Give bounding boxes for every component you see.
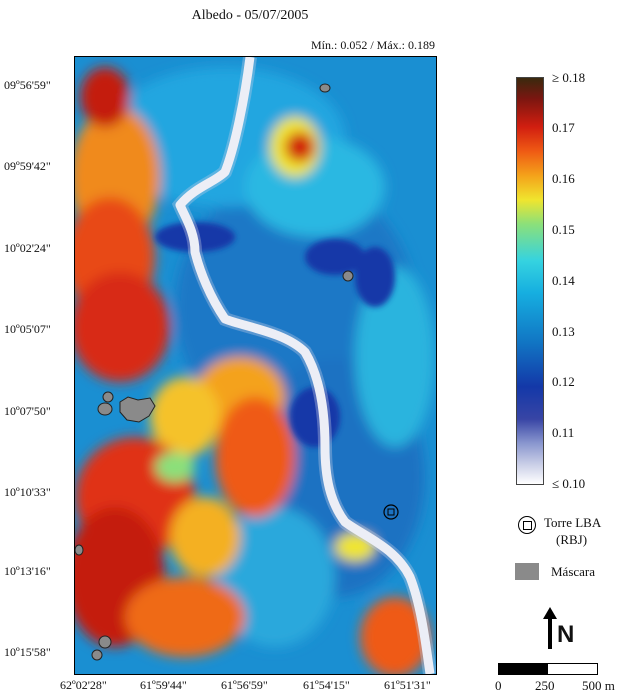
scale-label: 250 [535, 678, 555, 693]
tower-legend-sublabel: (RBJ) [556, 532, 588, 547]
scale-label: 500 m [582, 678, 615, 693]
lon-label: 61º59'44" [140, 678, 187, 692]
colorbar-tick: ≥ 0.18 [552, 70, 586, 85]
lon-label: 61º51'31" [384, 678, 431, 692]
lat-label: 10º07'50" [4, 404, 51, 418]
scale-label: 0 [495, 678, 502, 693]
lat-label: 10º05'07" [4, 322, 51, 336]
north-label: N [557, 621, 575, 648]
lon-label: 61º54'15" [303, 678, 350, 692]
lat-label: 10º13'16" [4, 564, 51, 578]
lat-label: 09º56'59" [4, 78, 51, 92]
albedo-map [74, 56, 437, 675]
min-max-label: Mín.: 0.052 / Máx.: 0.189 [310, 38, 435, 52]
scale-bar [498, 663, 598, 675]
lat-label: 09º59'42" [4, 159, 51, 173]
colorbar-tick: 0.17 [552, 120, 575, 135]
lon-label: 62º02'28" [60, 678, 107, 692]
lon-label: 61º56'59" [221, 678, 268, 692]
colorbar-tick: ≤ 0.10 [552, 476, 586, 491]
colorbar-tick: 0.13 [552, 324, 575, 339]
north-arrow-icon: N [540, 607, 580, 657]
tower-legend-label: Torre LBA [544, 515, 602, 530]
lat-label: 10º02'24" [4, 241, 51, 255]
colorbar-tick: 0.15 [552, 222, 575, 237]
colorbar-tick: 0.11 [552, 425, 575, 440]
tower-marker [383, 504, 399, 520]
tower-legend-icon [518, 516, 536, 534]
colorbar-tick: 0.12 [552, 374, 575, 389]
lat-label: 10º15'58" [4, 645, 51, 659]
mask-legend-swatch [515, 563, 539, 580]
map-title: Albedo - 05/07/2005 [191, 8, 309, 23]
albedo-raster [75, 57, 436, 674]
mask-legend-label: Máscara [551, 564, 596, 579]
colorbar [516, 77, 544, 485]
colorbar-tick: 0.16 [552, 171, 575, 186]
colorbar-tick: 0.14 [552, 273, 575, 288]
scale-bar-black-segment [499, 664, 548, 674]
lat-label: 10º10'33" [4, 485, 51, 499]
